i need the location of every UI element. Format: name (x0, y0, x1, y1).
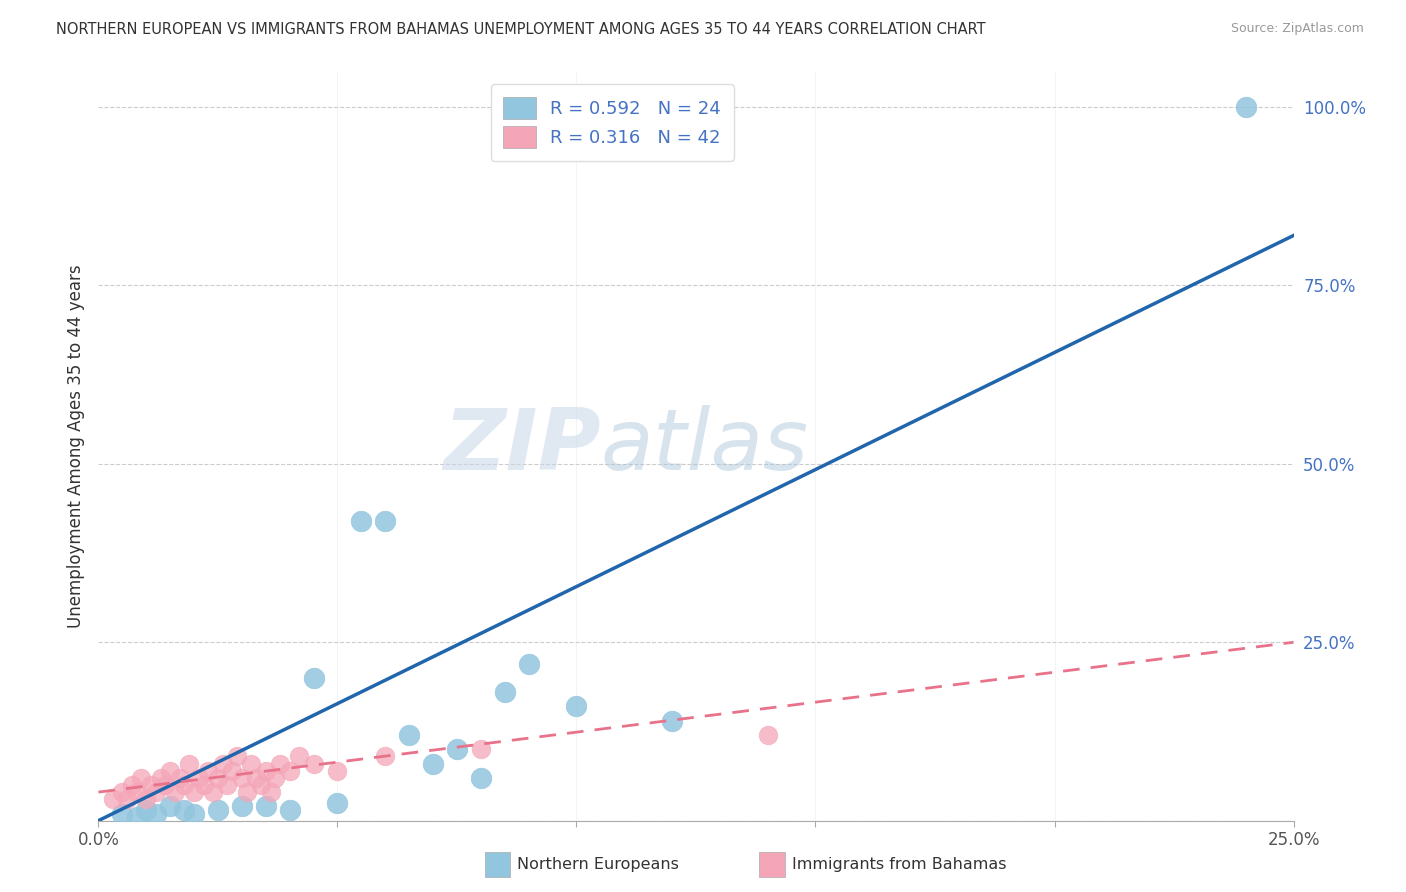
Point (350, 514, 373, 528)
Point (231, 799, 253, 814)
Point (661, 714, 683, 728)
Point (211, 756, 233, 771)
Point (169, 771, 191, 785)
Point (207, 803, 229, 817)
Point (159, 764, 181, 778)
Point (187, 771, 209, 785)
Point (179, 756, 201, 771)
Text: ZIP: ZIP (443, 404, 600, 488)
Point (302, 671, 325, 685)
Point (446, 742, 468, 756)
Point (139, 778, 162, 792)
Point (197, 764, 219, 778)
Point (159, 799, 181, 814)
Point (250, 778, 273, 792)
Point (111, 785, 134, 799)
Point (278, 764, 301, 778)
Point (145, 806, 167, 821)
Point (288, 749, 311, 764)
Point (173, 778, 195, 792)
Point (115, 792, 138, 806)
Point (470, 742, 492, 756)
Point (269, 756, 291, 771)
Point (278, 803, 301, 817)
Point (217, 778, 239, 792)
Text: Source: ZipAtlas.com: Source: ZipAtlas.com (1230, 22, 1364, 36)
Point (221, 764, 243, 778)
Point (183, 806, 205, 821)
Point (149, 771, 172, 785)
Text: NORTHERN EUROPEAN VS IMMIGRANTS FROM BAHAMAS UNEMPLOYMENT AMONG AGES 35 TO 44 YE: NORTHERN EUROPEAN VS IMMIGRANTS FROM BAH… (56, 22, 986, 37)
Point (259, 785, 281, 799)
Point (517, 657, 540, 671)
Point (302, 756, 325, 771)
Point (101, 792, 124, 806)
Point (264, 771, 287, 785)
Point (155, 778, 177, 792)
Point (756, 728, 779, 742)
Point (135, 803, 157, 817)
Point (254, 799, 277, 814)
Text: Northern Europeans: Northern Europeans (517, 857, 679, 871)
Point (245, 771, 267, 785)
Point (565, 699, 588, 714)
Legend: R = 0.592   N = 24, R = 0.316   N = 42: R = 0.592 N = 24, R = 0.316 N = 42 (491, 84, 734, 161)
Text: Immigrants from Bahamas: Immigrants from Bahamas (792, 857, 1007, 871)
Point (470, 771, 492, 785)
Point (1234, 100, 1257, 114)
Point (326, 796, 349, 810)
Point (231, 771, 253, 785)
Point (135, 792, 157, 806)
Point (240, 756, 263, 771)
Point (202, 785, 225, 799)
Point (111, 806, 134, 821)
Point (145, 785, 167, 799)
Y-axis label: Unemployment Among Ages 35 to 44 years: Unemployment Among Ages 35 to 44 years (66, 264, 84, 628)
Point (125, 810, 148, 824)
Point (173, 803, 195, 817)
Point (374, 749, 396, 764)
Point (163, 785, 186, 799)
Point (207, 771, 229, 785)
Point (121, 778, 143, 792)
Text: atlas: atlas (600, 404, 808, 488)
Point (494, 685, 516, 699)
Point (131, 771, 153, 785)
Point (398, 728, 420, 742)
Point (235, 785, 257, 799)
Point (326, 764, 349, 778)
Point (226, 749, 249, 764)
Point (125, 785, 148, 799)
Point (193, 778, 215, 792)
Point (422, 756, 444, 771)
Point (254, 764, 277, 778)
Point (183, 785, 205, 799)
Point (374, 514, 396, 528)
